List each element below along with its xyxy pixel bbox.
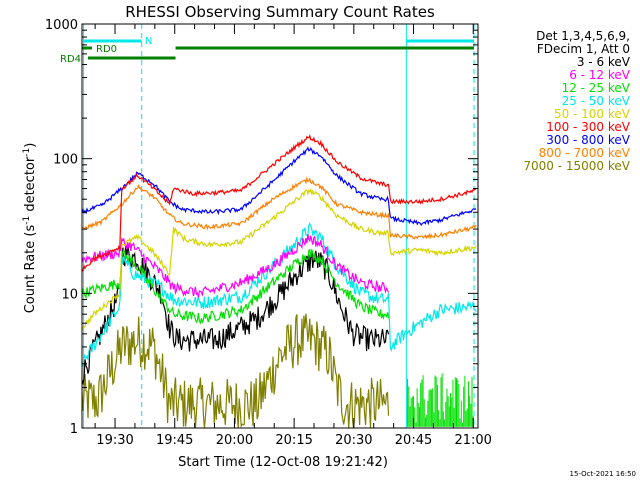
series-layer xyxy=(81,133,477,429)
legend-entry: 6 - 12 keV xyxy=(569,68,631,82)
series-line-25-50-kev xyxy=(81,222,477,367)
timestamp: 15-Oct-2021 16:50 xyxy=(570,470,636,478)
y-tick-label: 1000 xyxy=(45,18,78,33)
x-tick-label: 21:00 xyxy=(454,433,491,448)
x-tick-label: 20:30 xyxy=(335,433,372,448)
series-line-6-12-kev xyxy=(81,234,390,298)
vertical-markers xyxy=(83,24,475,428)
y-axis-label: Count Rate (s-1 detector-1) xyxy=(22,143,38,314)
legend-entry: 25 - 50 keV xyxy=(562,94,631,108)
series-line-100-300-kev xyxy=(81,133,477,272)
series-line-12-25-kev xyxy=(81,247,390,325)
x-tick-label: 20:15 xyxy=(275,433,312,448)
rd4-label: RD4 xyxy=(60,54,81,65)
series-line-50-100-kev xyxy=(81,187,477,330)
legend-entry: 7000 - 15000 keV xyxy=(523,159,630,173)
x-tick-label: 20:45 xyxy=(395,433,432,448)
axes: 1 10 100 1000 19:30 19:45 20:00 20:15 20:30 20:45… xyxy=(45,18,492,448)
x-tick-label: 19:30 xyxy=(96,433,133,448)
y-tick-label: 100 xyxy=(53,153,78,168)
series-line-800-7000-kev xyxy=(81,176,477,240)
legend-entry: 3 - 6 keV xyxy=(577,55,631,69)
rd0-label: RD0 xyxy=(96,44,117,55)
legend-entry: 100 - 300 keV xyxy=(546,120,630,134)
y-tick-label: 10 xyxy=(61,287,78,302)
legend: Det 1,3,4,5,6,9, FDecim 1, Att 0 3 - 6 k… xyxy=(523,29,630,173)
legend-entry: 50 - 100 keV xyxy=(554,107,631,121)
legend-header-line-2: FDecim 1, Att 0 xyxy=(537,42,630,56)
legend-entry: 300 - 800 keV xyxy=(546,133,630,147)
legend-entry: 12 - 25 keV xyxy=(562,81,631,95)
chart-title: RHESSI Observing Summary Count Rates xyxy=(125,3,435,21)
series-line-300-800-kev xyxy=(81,146,477,227)
series-line-3-6-kev xyxy=(81,245,390,386)
x-tick-label: 19:45 xyxy=(156,433,193,448)
plot-frame xyxy=(81,23,479,429)
y-tick-label: 1 xyxy=(70,422,78,437)
x-axis-label: Start Time (12-Oct-08 19:21:42) xyxy=(178,455,388,470)
x-tick-label: 20:00 xyxy=(216,433,253,448)
series-line-7000-15000-kev xyxy=(81,313,390,429)
legend-header-line-1: Det 1,3,4,5,6,9, xyxy=(536,29,630,43)
rate-bars: N RD0 RD4 xyxy=(60,36,475,427)
legend-entry: 800 - 7000 keV xyxy=(539,146,631,160)
n-label: N xyxy=(145,36,152,47)
